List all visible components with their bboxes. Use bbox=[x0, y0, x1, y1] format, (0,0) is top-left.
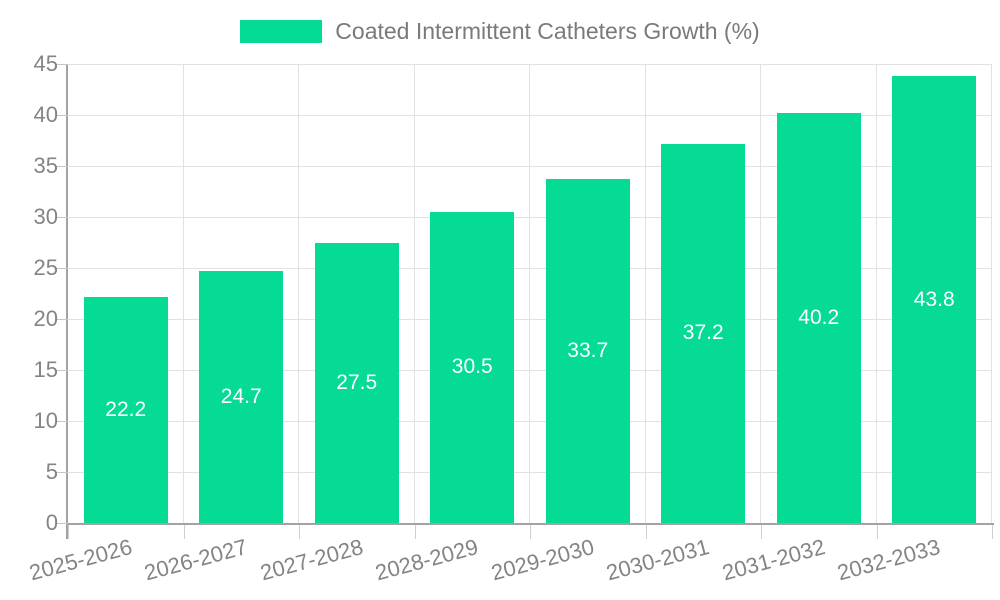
x-axis-tick-label: 2026-2027 bbox=[141, 534, 250, 586]
y-axis-tick-label: 20 bbox=[33, 306, 58, 331]
bar: 33.7 bbox=[545, 179, 630, 523]
vertical-gridline bbox=[413, 64, 415, 523]
y-axis-tick-mark bbox=[57, 421, 68, 422]
x-axis-tick-mark bbox=[992, 525, 993, 539]
x-axis-tick-mark bbox=[645, 525, 647, 539]
legend-swatch bbox=[240, 20, 323, 43]
y-axis-tick-label: 45 bbox=[33, 51, 58, 76]
y-axis-tick-label: 15 bbox=[33, 357, 58, 382]
y-axis-tick-label: 10 bbox=[33, 408, 58, 433]
bar-value-label: 24.7 bbox=[220, 385, 262, 409]
bar-value-label: 30.5 bbox=[451, 355, 493, 379]
y-axis-tick-mark bbox=[57, 115, 68, 116]
x-axis-tick-mark bbox=[414, 525, 416, 539]
y-axis-tick-label: 40 bbox=[33, 102, 58, 127]
x-axis-tick-label: 2031-2032 bbox=[719, 534, 828, 586]
x-axis-tick-label: 2027-2028 bbox=[257, 534, 366, 586]
x-axis-tick-label: 2029-2030 bbox=[488, 534, 597, 586]
y-axis-tick-label: 35 bbox=[33, 153, 58, 178]
y-axis-tick-mark bbox=[57, 64, 68, 65]
y-axis-tick-mark bbox=[57, 268, 68, 269]
bar: 37.2 bbox=[661, 143, 746, 523]
x-axis-tick-label: 2030-2031 bbox=[603, 534, 712, 586]
y-axis-tick-mark bbox=[57, 217, 68, 218]
x-axis-tick-mark bbox=[183, 525, 185, 539]
vertical-gridline bbox=[182, 64, 184, 523]
y-axis-tick-mark bbox=[57, 370, 68, 371]
y-axis-tick-mark bbox=[57, 523, 68, 524]
x-axis-tick-mark bbox=[761, 525, 762, 539]
y-axis-tick-label: 5 bbox=[45, 459, 58, 484]
vertical-gridline bbox=[991, 64, 992, 523]
x-axis-tick-label: 2025-2026 bbox=[26, 534, 135, 586]
x-axis-tick-mark bbox=[68, 525, 69, 539]
bar-value-label: 33.7 bbox=[567, 339, 609, 363]
bar: 43.8 bbox=[892, 76, 977, 523]
bar: 24.7 bbox=[199, 271, 284, 523]
vertical-gridline bbox=[875, 64, 877, 523]
y-axis-tick-label: 0 bbox=[45, 510, 58, 535]
x-axis-tick-label: 2032-2033 bbox=[834, 534, 943, 586]
bar-value-label: 43.8 bbox=[913, 287, 955, 311]
y-axis-tick-label: 30 bbox=[33, 204, 58, 229]
bar-value-label: 27.5 bbox=[336, 370, 378, 394]
legend-label: Coated Intermittent Catheters Growth (%) bbox=[335, 18, 760, 44]
vertical-gridline bbox=[529, 64, 530, 523]
x-axis-tick-mark bbox=[299, 525, 300, 539]
y-axis-tick-label: 25 bbox=[33, 255, 58, 280]
bar: 30.5 bbox=[430, 211, 515, 523]
plot-area: 22.2 24.7 27.5 30.5 33.7 37.2 40.2 43.8 bbox=[68, 64, 992, 523]
bar-value-label: 37.2 bbox=[682, 321, 724, 345]
x-axis-tick-mark bbox=[876, 525, 878, 539]
x-axis-line bbox=[66, 523, 994, 525]
bar: 40.2 bbox=[776, 112, 861, 523]
vertical-gridline bbox=[298, 64, 299, 523]
y-axis-line bbox=[66, 64, 68, 539]
x-axis-tick-mark bbox=[530, 525, 531, 539]
bar: 22.2 bbox=[83, 296, 168, 523]
y-axis-tick-mark bbox=[57, 472, 68, 473]
y-axis-tick-mark bbox=[57, 166, 68, 167]
x-axis-tick-label: 2028-2029 bbox=[372, 534, 481, 586]
vertical-gridline bbox=[760, 64, 761, 523]
vertical-gridline bbox=[644, 64, 646, 523]
bar-value-label: 22.2 bbox=[105, 397, 147, 421]
chart-legend: Coated Intermittent Catheters Growth (%) bbox=[0, 18, 1000, 45]
bar-value-label: 40.2 bbox=[798, 305, 840, 329]
horizontal-gridline bbox=[68, 64, 992, 65]
bar: 27.5 bbox=[314, 242, 399, 523]
y-axis-tick-mark bbox=[57, 319, 68, 320]
